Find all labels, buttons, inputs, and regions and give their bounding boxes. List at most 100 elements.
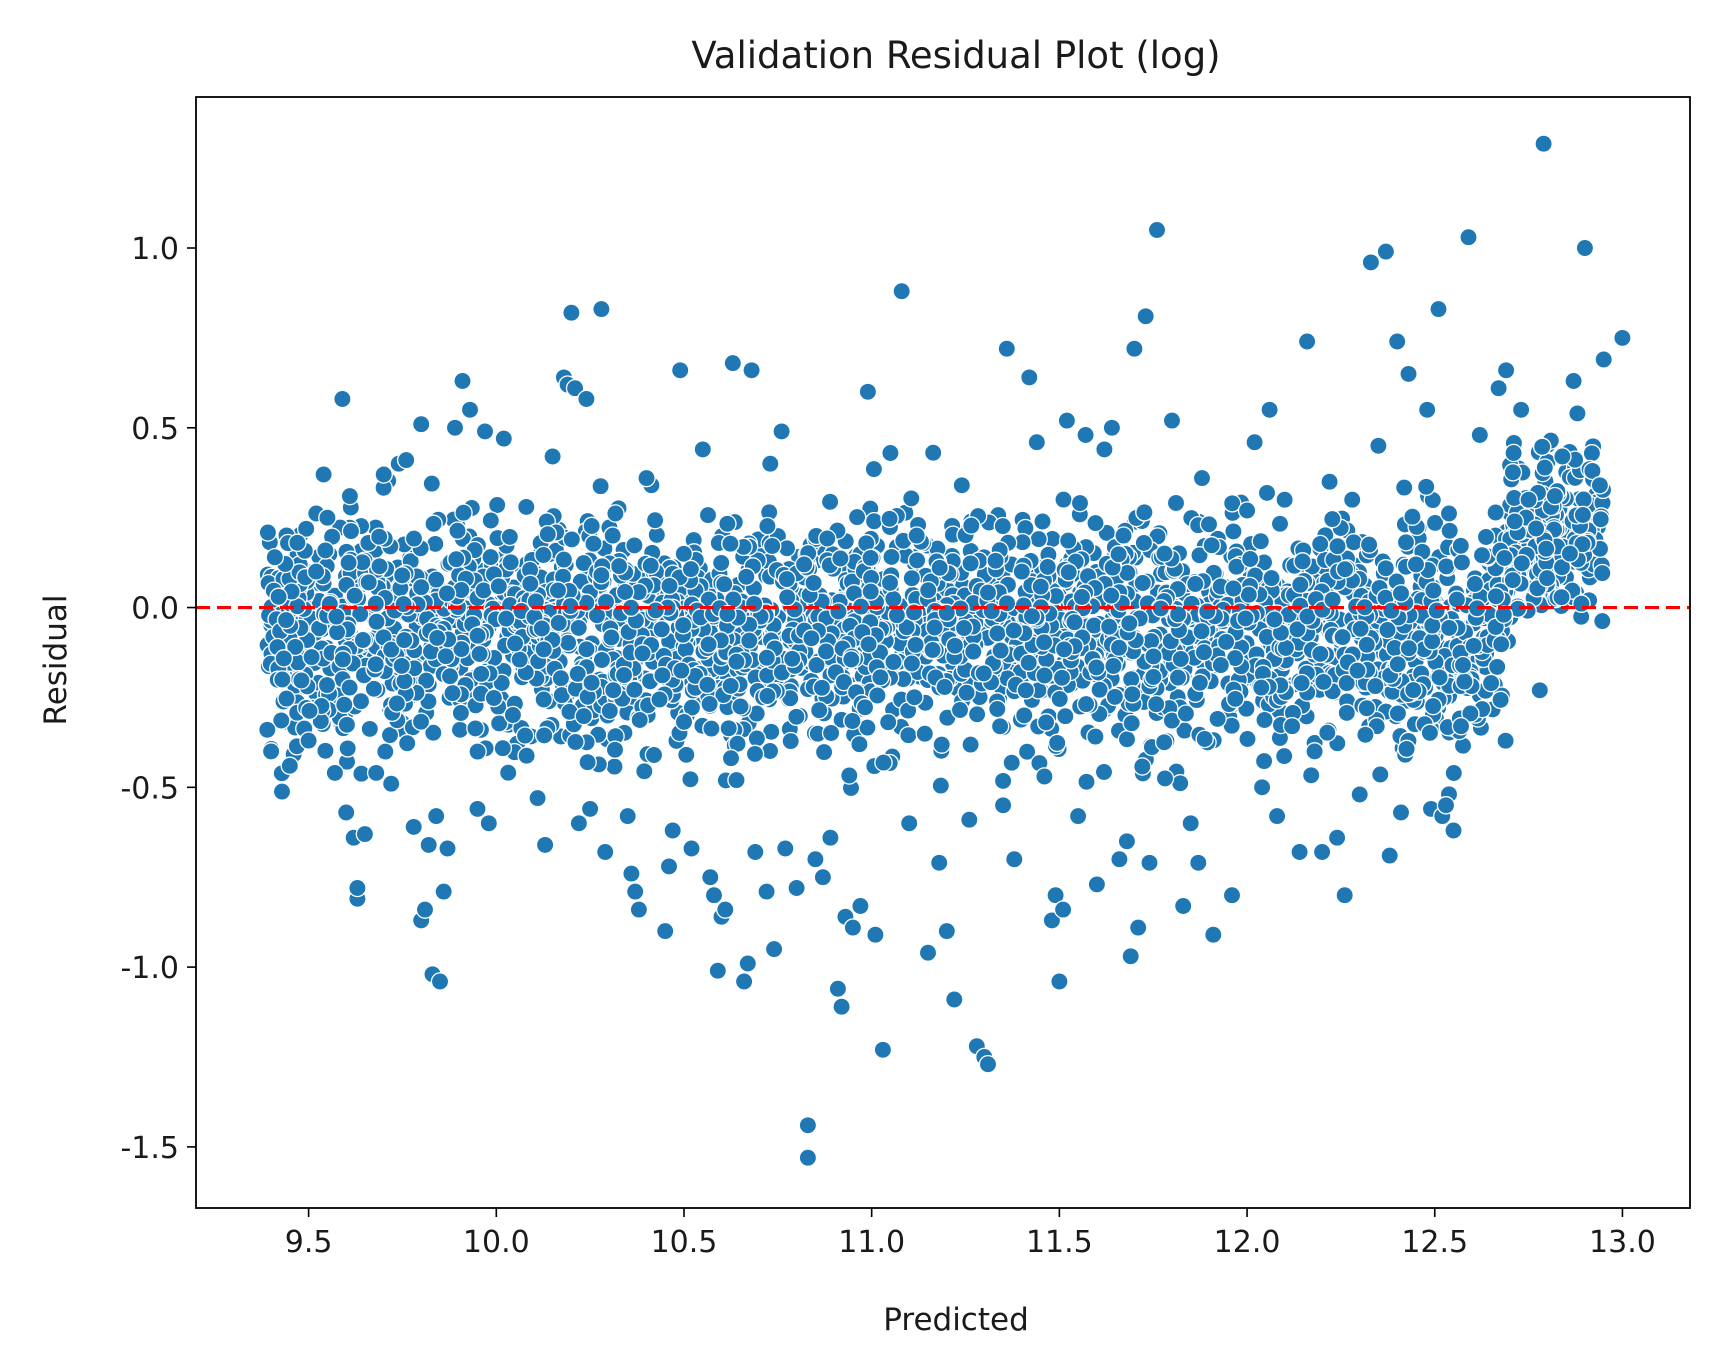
scatter-point <box>1342 490 1362 509</box>
scatter-point <box>880 509 899 529</box>
scatter-point <box>1054 640 1074 659</box>
scatter-point <box>1397 739 1416 759</box>
scatter-point <box>861 582 880 601</box>
scatter-point <box>757 882 776 901</box>
scatter-point <box>526 592 546 611</box>
scatter-point <box>1422 632 1442 651</box>
scatter-point <box>468 799 487 819</box>
scatter-point <box>923 443 943 462</box>
scatter-point <box>272 711 291 730</box>
scatter-point <box>1192 621 1211 641</box>
scatter-point <box>1114 526 1133 545</box>
scatter-point <box>1357 698 1377 718</box>
scatter-point <box>1022 606 1042 626</box>
scatter-point <box>395 671 414 691</box>
scatter-point <box>1110 849 1129 869</box>
scatter-point <box>746 842 765 862</box>
scatter-point <box>1117 832 1137 851</box>
scatter-point <box>794 555 814 574</box>
scatter-point <box>758 516 777 536</box>
scatter-point <box>351 691 371 711</box>
scatter-point <box>578 752 597 772</box>
scatter-point <box>645 510 665 530</box>
scatter-point <box>440 666 460 686</box>
scatter-point <box>777 569 797 589</box>
scatter-point <box>899 725 918 745</box>
scatter-point <box>258 720 277 740</box>
scatter-point <box>1173 896 1193 916</box>
scatter-point <box>1058 531 1078 550</box>
scatter-point <box>392 656 411 676</box>
scatter-point <box>871 668 890 687</box>
scatter-point <box>348 878 367 898</box>
scatter-point <box>1042 911 1062 930</box>
scatter-point <box>1378 620 1397 640</box>
scatter-point <box>864 511 884 531</box>
scatter-point <box>1387 332 1407 351</box>
scatter-point <box>1141 631 1161 651</box>
scatter-point <box>604 680 623 700</box>
scatter-point <box>1251 531 1271 551</box>
scatter-point <box>1519 490 1538 509</box>
scatter-point <box>738 954 758 973</box>
scatter-point <box>592 650 612 670</box>
scatter-point <box>932 735 951 754</box>
scatter-point <box>731 697 750 716</box>
scatter-point <box>1420 723 1440 743</box>
scatter-point <box>376 742 395 761</box>
scatter-point <box>698 505 718 525</box>
scatter-point <box>327 607 346 626</box>
x-tick-label: 12.5 <box>1401 1225 1468 1260</box>
scatter-point <box>1034 633 1054 652</box>
scatter-point <box>397 733 417 753</box>
scatter-point <box>1245 432 1264 452</box>
scatter-point <box>704 885 724 905</box>
scatter-point <box>1035 666 1054 685</box>
scatter-point <box>1495 548 1514 568</box>
scatter-point <box>776 839 795 858</box>
scatter-point <box>858 382 878 402</box>
scatter-point <box>757 648 777 667</box>
scatter-point <box>355 824 375 844</box>
scatter-point <box>381 640 401 659</box>
scatter-point <box>1359 535 1379 554</box>
scatter-point <box>374 465 393 484</box>
y-tick-label: 0.5 <box>131 412 179 447</box>
scatter-point <box>1320 472 1339 491</box>
scatter-point <box>758 686 777 706</box>
scatter-point <box>798 1116 818 1135</box>
scatter-point <box>1511 400 1531 420</box>
scatter-point <box>878 712 898 732</box>
scatter-point <box>1486 587 1506 606</box>
scatter-point <box>609 556 629 576</box>
scatter-point <box>802 629 821 648</box>
scatter-point <box>1335 559 1355 579</box>
scatter-point <box>721 534 740 553</box>
scatter-point <box>1133 757 1152 776</box>
scatter-point <box>821 723 841 743</box>
scatter-point <box>967 705 987 724</box>
scatter-point <box>272 782 292 801</box>
scatter-point <box>1017 742 1037 761</box>
scatter-point <box>452 639 471 659</box>
scatter-point <box>881 443 900 463</box>
scatter-point <box>367 612 386 631</box>
scatter-point <box>1046 885 1065 905</box>
scatter-point <box>1194 642 1214 662</box>
scatter-point <box>820 492 840 512</box>
scatter-point <box>549 613 568 633</box>
axes: 9.5 10.0 10.5 11.0 11.5 12.0 12.5 13.0 -1.5 -1.0 -… <box>120 96 1691 1260</box>
scatter-point <box>273 670 292 689</box>
scatter-point <box>339 553 358 572</box>
scatter-point <box>1553 447 1572 466</box>
scatter-point <box>394 630 414 650</box>
scatter-point <box>727 770 746 790</box>
scatter-point <box>906 635 925 655</box>
scatter-point <box>1202 536 1221 555</box>
scatter-point <box>945 636 965 656</box>
scatter-point <box>558 633 578 653</box>
scatter-point <box>265 547 285 567</box>
scatter-point <box>427 628 447 648</box>
scatter-point <box>318 508 337 527</box>
scatter-point <box>1423 696 1443 716</box>
